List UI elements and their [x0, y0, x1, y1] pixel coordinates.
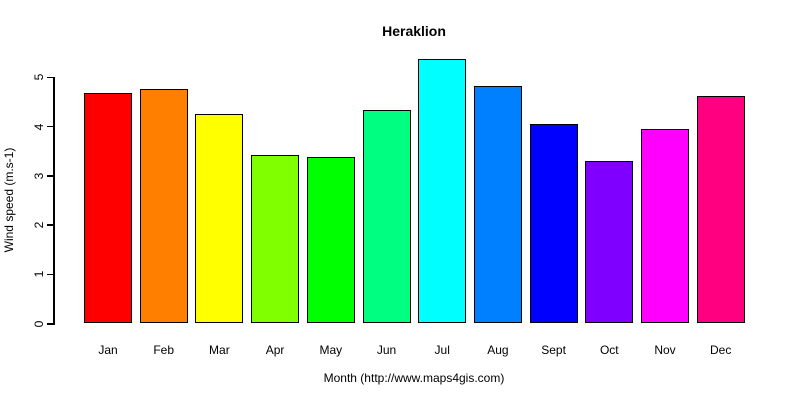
x-tick-label-may: May	[319, 343, 343, 357]
y-tick-label: 1	[32, 271, 46, 278]
y-tick-mark	[47, 323, 53, 325]
y-tick-mark	[47, 76, 53, 78]
y-tick-mark	[47, 273, 53, 276]
bar-dec	[696, 95, 745, 323]
y-tick-label: 2	[32, 221, 46, 229]
y-tick-mark	[47, 175, 53, 177]
x-tick-label-apr: Apr	[265, 343, 285, 357]
x-tick-label-jun: Jun	[376, 343, 397, 357]
y-tick-label: 3	[32, 172, 46, 180]
bar-may	[306, 157, 355, 323]
chart-title: Heraklion	[382, 23, 446, 39]
x-tick-label-dec: Dec	[710, 343, 732, 357]
x-tick-label-oct: Oct	[599, 343, 619, 357]
y-tick-label: 5	[32, 73, 46, 81]
bar-jun	[362, 110, 411, 323]
x-tick-label-jan: Jan	[98, 343, 118, 357]
bar-aug	[473, 85, 522, 323]
bar-feb	[139, 89, 188, 323]
bar-nov	[641, 129, 689, 323]
y-axis-label: Wind speed (m.s-1)	[2, 147, 16, 253]
x-tick-label-aug: Aug	[487, 343, 509, 357]
bar-mar	[195, 113, 244, 323]
y-tick-mark	[47, 224, 53, 226]
bar-oct	[585, 161, 634, 323]
x-tick-label-feb: Feb	[153, 343, 175, 357]
x-axis-label: Month (http://www.maps4gis.com)	[323, 371, 505, 385]
bar-jul	[418, 59, 467, 323]
x-tick-label-sept: Sept	[541, 343, 566, 357]
bar-jan	[84, 92, 132, 323]
y-tick-mark	[47, 125, 53, 128]
y-tick-label: 0	[32, 320, 46, 328]
x-tick-label-jul: Jul	[434, 343, 450, 357]
x-tick-label-nov: Nov	[654, 343, 676, 357]
y-axis-line	[53, 76, 55, 325]
y-tick-label: 4	[32, 123, 46, 130]
bar-sept	[529, 123, 578, 323]
bar-apr	[251, 154, 300, 323]
x-tick-label-mar: Mar	[209, 343, 230, 357]
